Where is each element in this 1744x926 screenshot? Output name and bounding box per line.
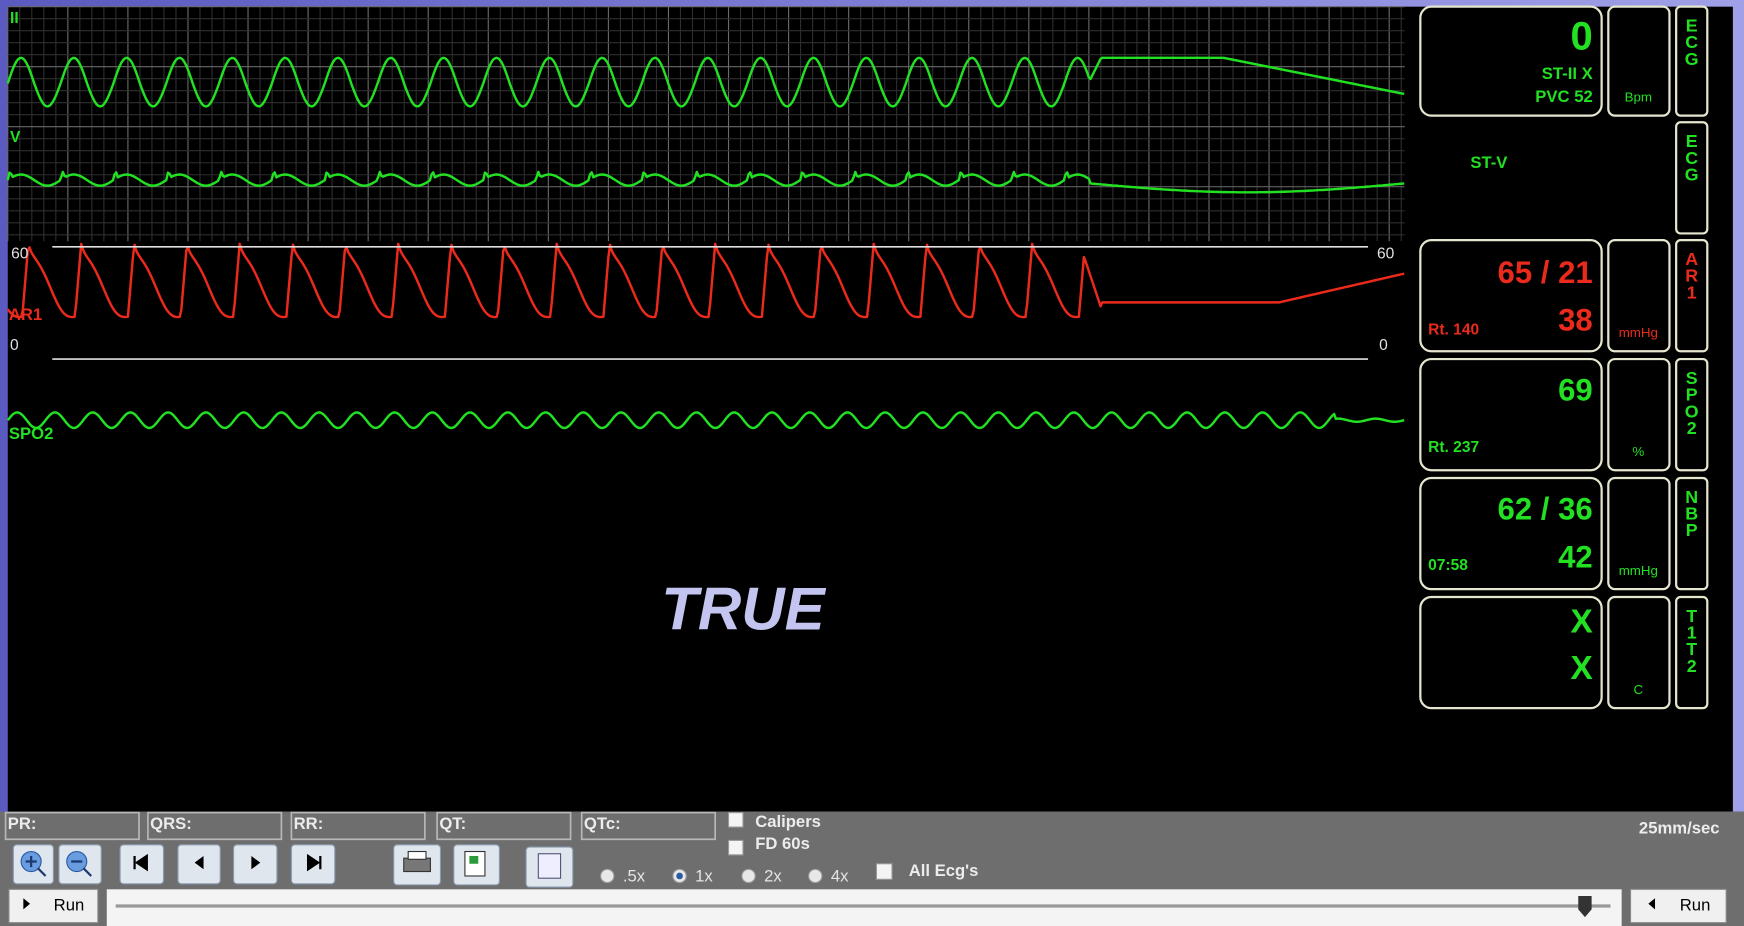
speed-radio[interactable]	[742, 869, 755, 882]
ar1-mean: 38	[1558, 303, 1593, 338]
lead-label: II	[10, 10, 19, 27]
ar1-value: 65 / 21	[1498, 255, 1593, 290]
nbp-mean: 42	[1558, 539, 1593, 574]
fd-checkbox[interactable]	[729, 840, 743, 854]
tab-label: ECG	[1682, 16, 1702, 66]
unit: mmHg	[1619, 563, 1658, 578]
st-text: ST-II X	[1542, 64, 1593, 83]
field-label: PR:	[8, 814, 37, 833]
field-label: QT:	[439, 814, 466, 833]
paper-speed: 25mm/sec	[1639, 819, 1720, 838]
button-label: Run	[54, 895, 85, 914]
t1-value: X	[1570, 603, 1592, 640]
nbp-value: 62 / 36	[1498, 492, 1593, 527]
display-area	[8, 7, 1733, 812]
scale-label: 60	[1377, 246, 1395, 263]
st-v-label: ST-V	[1470, 153, 1507, 172]
checkbox-label: All Ecg's	[909, 861, 979, 880]
monitor-screen: II V 60 60 0 0 AR1 SPO2 TRUE 0 ST-II X P…	[0, 0, 1744, 926]
radio-label: 2x	[764, 866, 782, 885]
field-label: QTc:	[584, 814, 621, 833]
radio-dot	[676, 873, 683, 880]
icon	[408, 852, 426, 860]
overlay-text: TRUE	[661, 575, 826, 642]
scale-label: 0	[1379, 337, 1388, 354]
ar1-rate: Rt. 140	[1428, 321, 1479, 338]
speed-radio[interactable]	[601, 869, 614, 882]
speed-radio[interactable]	[809, 869, 822, 882]
calipers-checkbox[interactable]	[729, 813, 743, 827]
run-right-button[interactable]	[1631, 889, 1727, 922]
radio-label: .5x	[623, 866, 646, 885]
unit: mmHg	[1619, 325, 1658, 340]
spo2-rate: Rt. 237	[1428, 439, 1479, 456]
scale-label: 0	[10, 337, 19, 354]
checkbox-label: FD 60s	[755, 834, 810, 853]
hr-value: 0	[1570, 14, 1592, 58]
button-label: Run	[1680, 895, 1711, 914]
spo2-value: 69	[1558, 373, 1593, 408]
unit: C	[1634, 682, 1644, 697]
tab-label: NBP	[1682, 487, 1702, 537]
field-label: RR:	[294, 814, 324, 833]
nbp-time: 07:58	[1428, 557, 1468, 574]
radio-label: 4x	[831, 866, 849, 885]
icon	[404, 858, 431, 871]
icon	[538, 854, 560, 878]
tool-buttons	[13, 845, 572, 887]
all-ecgs-checkbox[interactable]	[876, 864, 892, 880]
scale-label: 60	[11, 246, 29, 263]
checkbox-label: Calipers	[755, 812, 821, 831]
pvc-text: PVC 52	[1535, 87, 1592, 106]
field-label: QRS:	[150, 814, 192, 833]
unit: Bpm	[1625, 89, 1652, 104]
tab-label: T1T2	[1682, 606, 1702, 673]
tab-label: SPO2	[1682, 368, 1702, 435]
wave-label: AR1	[9, 305, 42, 324]
t2-value: X	[1570, 650, 1592, 687]
radio-label: 1x	[695, 866, 713, 885]
unit: %	[1632, 444, 1644, 459]
wave-label: SPO2	[9, 424, 53, 443]
tab-label: AR1	[1682, 249, 1702, 299]
tab-label: ECG	[1682, 131, 1702, 181]
lead-label: V	[10, 129, 21, 146]
icon	[469, 856, 478, 864]
